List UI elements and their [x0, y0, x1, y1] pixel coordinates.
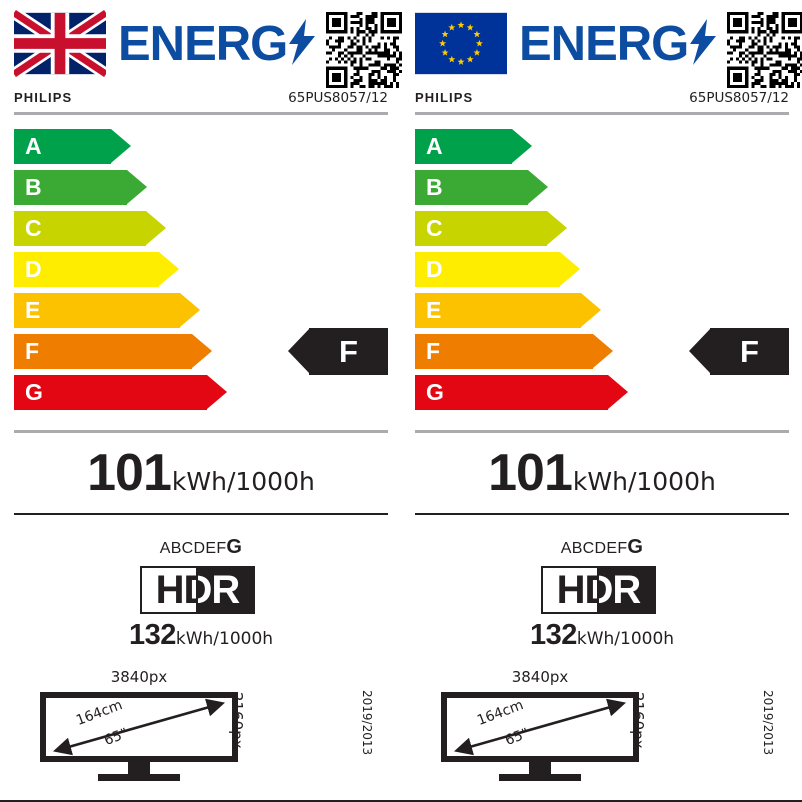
energy-class-letter-B: B: [25, 174, 42, 200]
energy-class-letter-A: A: [426, 133, 443, 159]
energy-class-letter-E: E: [25, 297, 41, 323]
union-jack-svg: [14, 10, 106, 77]
energy-class-letter-G: G: [426, 379, 444, 405]
energy-class-letter-D: D: [426, 256, 443, 282]
energy-class-letter-A: A: [25, 133, 42, 159]
tv-dimensions-diagram: 3840px 164cm 65" 2160px 2019/2013: [415, 668, 789, 788]
tv-illustration: 164cm 65": [441, 692, 639, 781]
hdr-scale-plain: ABCDEF: [159, 540, 227, 557]
model-number: 65PUS8057/12: [689, 90, 789, 106]
hdr-mode-block: ABCDEFG HDR HDR 132 kWh/1000h: [14, 536, 388, 651]
tv-height-label: 2160px: [228, 692, 246, 749]
divider-below-consumption: [14, 513, 388, 515]
brand-row: PHILIPS 65PUS8057/12: [415, 90, 789, 110]
union-jack-flag: [14, 10, 106, 77]
energy-label-panel-uk: ENERG PHILIPS 65PUS8057/12 A B C: [14, 10, 402, 788]
hdr-consumption-value: 132: [128, 619, 176, 651]
energ-wordmark: ENERG: [519, 16, 717, 71]
energy-class-letter-C: C: [426, 215, 443, 241]
energy-class-marker-letter: F: [740, 334, 759, 369]
energy-class-letter-D: D: [25, 256, 42, 282]
hdr-mode-block: ABCDEFG HDR HDR 132 kWh/1000h: [415, 536, 789, 651]
hdr-consumption: 132 kWh/1000h: [415, 619, 789, 652]
divider-above-consumption: [415, 430, 789, 433]
lightning-bolt-icon: [289, 19, 316, 69]
divider-above-consumption: [14, 430, 388, 433]
lightning-bolt-svg: [690, 19, 717, 65]
energy-consumption: 101 kWh/1000h: [14, 443, 388, 505]
hdr-logo-text-light: HDR: [599, 568, 642, 612]
tv-height-label: 2160px: [629, 692, 647, 749]
brand-name: PHILIPS: [14, 90, 73, 105]
energy-class-marker: F: [689, 328, 789, 375]
tv-width-label: 3840px: [110, 668, 168, 686]
hdr-logo-text-light: HDR: [198, 568, 241, 612]
eu-flag-svg: [415, 12, 507, 75]
energ-text: ENERG: [118, 16, 288, 71]
tv-width-label: 3840px: [511, 668, 569, 686]
energ-wordmark: ENERG: [118, 16, 316, 71]
energy-class-marker-letter: F: [339, 334, 358, 369]
energy-label-panel-eu: ENERG PHILIPS 65PUS8057/12 A B C: [401, 0, 802, 802]
consumption-unit: kWh/1000h: [572, 467, 716, 496]
regulation-reference: 2019/2013: [761, 690, 775, 756]
hdr-scale-bold: G: [226, 536, 243, 558]
energy-class-letter-F: F: [426, 338, 441, 364]
consumption-unit: kWh/1000h: [171, 467, 315, 496]
hdr-logo-text-dark: HDR: [155, 568, 198, 612]
hdr-logo: HDR HDR: [541, 566, 656, 614]
energy-consumption: 101 kWh/1000h: [415, 443, 789, 505]
tv-diagonal-arrow: [453, 698, 627, 756]
hdr-logo: HDR HDR: [140, 566, 255, 614]
energy-class-letter-G: G: [25, 379, 43, 405]
brand-row: PHILIPS 65PUS8057/12: [14, 90, 388, 110]
consumption-value: 101: [87, 444, 172, 502]
energy-class-scale: A B C D E: [415, 129, 789, 415]
qr-code-svg: [326, 12, 402, 88]
hdr-scale-bold: G: [627, 536, 644, 558]
tv-illustration: 164cm 65": [40, 692, 238, 781]
hdr-class-scale: ABCDEFG: [415, 536, 789, 559]
energy-class-letter-F: F: [25, 338, 40, 364]
energy-class-letter-E: E: [426, 297, 442, 323]
model-number: 65PUS8057/12: [288, 90, 388, 106]
tv-dimensions-diagram: 3840px 164cm 65" 2160px 2019/2013: [14, 668, 388, 788]
hdr-scale-plain: ABCDEF: [560, 540, 628, 557]
energy-class-scale: A B C D E: [14, 129, 388, 415]
consumption-value: 101: [488, 444, 573, 502]
qr-code[interactable]: [326, 12, 402, 88]
label-header: ENERG: [415, 10, 802, 88]
lightning-bolt-svg: [289, 19, 316, 65]
energy-class-marker: F: [288, 328, 388, 375]
divider-header: [415, 112, 789, 115]
tv-height-wrap: 2160px: [629, 692, 667, 762]
label-header: ENERG: [14, 10, 402, 88]
hdr-consumption: 132 kWh/1000h: [14, 619, 388, 652]
divider-below-consumption: [415, 513, 789, 515]
hdr-logo-text-dark: HDR: [556, 568, 599, 612]
energy-class-letter-C: C: [25, 215, 42, 241]
tv-diagonal-arrow: [52, 698, 226, 756]
hdr-class-scale: ABCDEFG: [14, 536, 388, 559]
qr-code-svg: [727, 12, 802, 88]
energy-class-letter-B: B: [426, 174, 443, 200]
regulation-reference: 2019/2013: [360, 690, 374, 756]
hdr-consumption-value: 132: [529, 619, 577, 651]
hdr-consumption-unit: kWh/1000h: [175, 629, 274, 649]
tv-height-wrap: 2160px: [228, 692, 266, 762]
energ-text: ENERG: [519, 16, 689, 71]
eu-flag: [415, 10, 507, 77]
divider-header: [14, 112, 388, 115]
hdr-consumption-unit: kWh/1000h: [576, 629, 675, 649]
brand-name: PHILIPS: [415, 90, 474, 105]
lightning-bolt-icon: [690, 19, 717, 69]
qr-code[interactable]: [727, 12, 802, 88]
